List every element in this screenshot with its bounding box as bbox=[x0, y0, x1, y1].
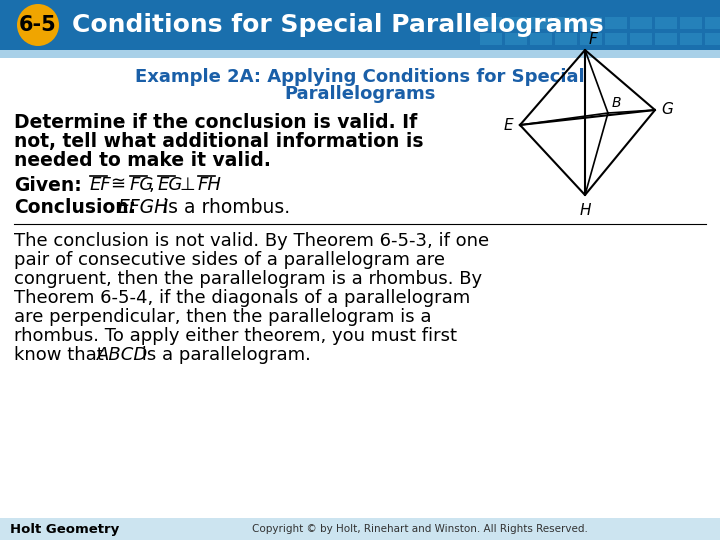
Text: Conditions for Special Parallelograms: Conditions for Special Parallelograms bbox=[72, 13, 603, 37]
Text: know that: know that bbox=[14, 346, 109, 364]
Text: EF: EF bbox=[90, 176, 112, 194]
Text: are perpendicular, then the parallelogram is a: are perpendicular, then the parallelogra… bbox=[14, 308, 431, 326]
Bar bbox=[480, 17, 502, 29]
Text: FG: FG bbox=[130, 176, 154, 194]
Text: not, tell what additional information is: not, tell what additional information is bbox=[14, 132, 423, 151]
Text: pair of consecutive sides of a parallelogram are: pair of consecutive sides of a parallelo… bbox=[14, 251, 445, 269]
Bar bbox=[605, 17, 627, 29]
Text: Parallelograms: Parallelograms bbox=[284, 85, 436, 103]
Text: G: G bbox=[661, 103, 673, 118]
Bar bbox=[705, 33, 720, 45]
Text: Theorem 6-5-4, if the diagonals of a parallelogram: Theorem 6-5-4, if the diagonals of a par… bbox=[14, 289, 470, 307]
Bar bbox=[630, 17, 652, 29]
Text: ≅: ≅ bbox=[110, 176, 125, 194]
Bar bbox=[0, 50, 720, 58]
Text: FH: FH bbox=[198, 176, 222, 194]
Bar bbox=[555, 17, 577, 29]
Bar bbox=[580, 33, 602, 45]
Text: is a rhombus.: is a rhombus. bbox=[157, 198, 290, 217]
Bar bbox=[655, 33, 677, 45]
Text: rhombus. To apply either theorem, you must first: rhombus. To apply either theorem, you mu… bbox=[14, 327, 457, 345]
Circle shape bbox=[17, 4, 59, 46]
Text: EFGH: EFGH bbox=[117, 198, 168, 217]
Text: Holt Geometry: Holt Geometry bbox=[10, 523, 120, 536]
Text: The conclusion is not valid. By Theorem 6-5-3, if one: The conclusion is not valid. By Theorem … bbox=[14, 232, 489, 250]
Text: H: H bbox=[580, 203, 590, 218]
Bar bbox=[655, 17, 677, 29]
Bar bbox=[530, 17, 552, 29]
Bar bbox=[705, 17, 720, 29]
Bar bbox=[580, 17, 602, 29]
Text: is a parallelogram.: is a parallelogram. bbox=[136, 346, 311, 364]
Bar bbox=[480, 33, 502, 45]
Text: congruent, then the parallelogram is a rhombus. By: congruent, then the parallelogram is a r… bbox=[14, 270, 482, 288]
Text: Copyright © by Holt, Rinehart and Winston. All Rights Reserved.: Copyright © by Holt, Rinehart and Winsto… bbox=[252, 524, 588, 534]
Text: ,: , bbox=[149, 176, 155, 194]
Bar bbox=[555, 33, 577, 45]
Text: Given:: Given: bbox=[14, 176, 82, 195]
Text: EG: EG bbox=[158, 176, 184, 194]
Bar bbox=[0, 518, 720, 540]
Bar bbox=[605, 33, 627, 45]
Bar bbox=[680, 33, 702, 45]
Text: B: B bbox=[612, 96, 621, 110]
Text: E: E bbox=[503, 118, 513, 132]
Text: ⊥: ⊥ bbox=[179, 176, 194, 194]
Text: Determine if the conclusion is valid. If: Determine if the conclusion is valid. If bbox=[14, 113, 418, 132]
Text: 6-5: 6-5 bbox=[19, 15, 57, 35]
Text: needed to make it valid.: needed to make it valid. bbox=[14, 151, 271, 170]
Bar bbox=[505, 17, 527, 29]
Bar bbox=[0, 0, 720, 50]
Text: F: F bbox=[589, 32, 598, 47]
Bar bbox=[680, 17, 702, 29]
Text: Example 2A: Applying Conditions for Special: Example 2A: Applying Conditions for Spec… bbox=[135, 68, 585, 86]
Text: Conclusion:: Conclusion: bbox=[14, 198, 136, 217]
Bar bbox=[630, 33, 652, 45]
Text: ABCD: ABCD bbox=[97, 346, 148, 364]
Bar bbox=[505, 33, 527, 45]
Bar bbox=[530, 33, 552, 45]
